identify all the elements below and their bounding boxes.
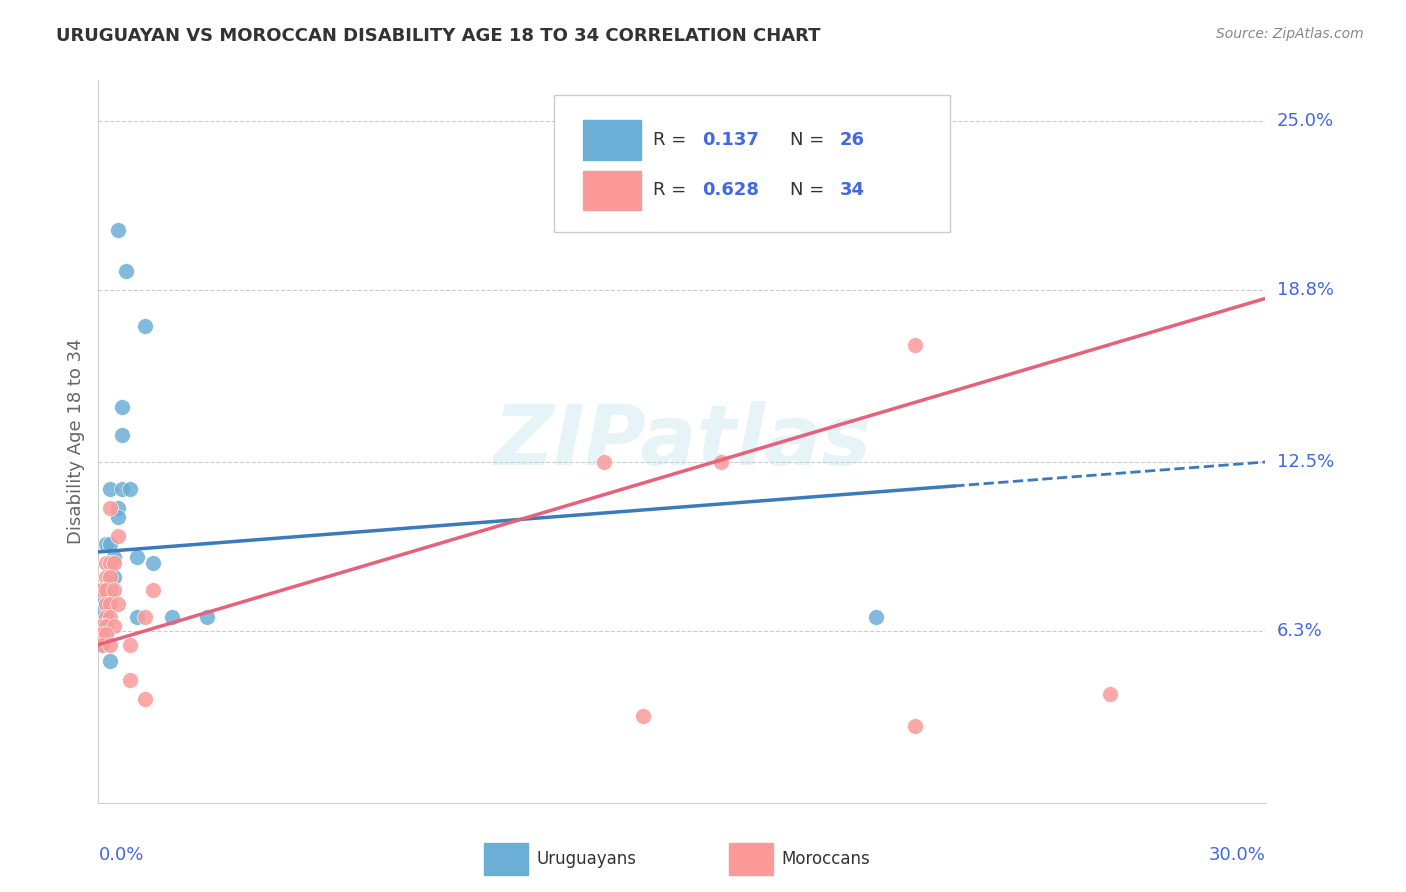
Text: ZIPatlas: ZIPatlas — [494, 401, 870, 482]
Point — [195, 610, 218, 624]
Point — [96, 569, 118, 583]
Point — [107, 501, 129, 516]
Point — [96, 610, 118, 624]
Point — [103, 556, 125, 570]
Point — [98, 583, 121, 598]
Point — [98, 537, 121, 551]
Point — [142, 556, 165, 570]
Text: 6.3%: 6.3% — [1277, 622, 1322, 640]
Point — [91, 583, 114, 598]
Point — [96, 537, 118, 551]
Point — [111, 401, 134, 415]
Point — [111, 427, 134, 442]
Point — [96, 583, 118, 598]
Point — [118, 638, 141, 652]
Point — [91, 626, 114, 640]
Point — [103, 618, 125, 632]
Text: N =: N = — [790, 130, 831, 149]
Text: 34: 34 — [839, 181, 865, 199]
Text: Moroccans: Moroccans — [782, 850, 870, 868]
Text: Uruguayans: Uruguayans — [536, 850, 636, 868]
Text: 0.137: 0.137 — [702, 130, 759, 149]
Point — [96, 556, 118, 570]
Point — [142, 583, 165, 598]
Point — [134, 610, 156, 624]
Point — [98, 482, 121, 496]
Point — [98, 597, 121, 611]
Point — [91, 597, 114, 611]
Point — [103, 569, 125, 583]
Point — [103, 550, 125, 565]
Text: 18.8%: 18.8% — [1277, 281, 1333, 299]
Point — [91, 610, 114, 624]
Text: N =: N = — [790, 181, 831, 199]
Point — [127, 550, 149, 565]
Point — [98, 556, 121, 570]
Point — [98, 638, 121, 652]
Point — [98, 610, 121, 624]
Point — [96, 597, 118, 611]
Text: 30.0%: 30.0% — [1209, 847, 1265, 864]
Point — [98, 569, 121, 583]
Point — [96, 610, 118, 624]
Y-axis label: Disability Age 18 to 34: Disability Age 18 to 34 — [66, 339, 84, 544]
FancyBboxPatch shape — [582, 170, 641, 211]
Point — [98, 569, 121, 583]
Point — [710, 455, 733, 469]
Point — [91, 638, 114, 652]
Point — [107, 597, 129, 611]
Point — [111, 482, 134, 496]
FancyBboxPatch shape — [582, 120, 641, 160]
Point — [631, 708, 654, 723]
Text: URUGUAYAN VS MOROCCAN DISABILITY AGE 18 TO 34 CORRELATION CHART: URUGUAYAN VS MOROCCAN DISABILITY AGE 18 … — [56, 27, 821, 45]
Point — [904, 719, 927, 733]
Text: 0.628: 0.628 — [702, 181, 759, 199]
Point — [593, 455, 616, 469]
Text: 25.0%: 25.0% — [1277, 112, 1334, 130]
Point — [162, 610, 184, 624]
Point — [96, 597, 118, 611]
Point — [96, 583, 118, 598]
Text: 12.5%: 12.5% — [1277, 453, 1334, 471]
Point — [103, 583, 125, 598]
Point — [107, 528, 129, 542]
Point — [107, 223, 129, 237]
Point — [107, 509, 129, 524]
Point — [865, 610, 887, 624]
Point — [114, 264, 136, 278]
Point — [98, 654, 121, 668]
Point — [1098, 687, 1121, 701]
Point — [134, 692, 156, 706]
Text: Source: ZipAtlas.com: Source: ZipAtlas.com — [1216, 27, 1364, 41]
Point — [96, 626, 118, 640]
Text: R =: R = — [652, 130, 692, 149]
FancyBboxPatch shape — [728, 843, 773, 875]
Point — [127, 610, 149, 624]
Point — [96, 618, 118, 632]
Point — [118, 482, 141, 496]
FancyBboxPatch shape — [554, 95, 950, 232]
Point — [904, 337, 927, 351]
Point — [98, 501, 121, 516]
Point — [91, 638, 114, 652]
Text: R =: R = — [652, 181, 692, 199]
Point — [91, 618, 114, 632]
Point — [134, 318, 156, 333]
Text: 26: 26 — [839, 130, 865, 149]
Text: 0.0%: 0.0% — [98, 847, 143, 864]
FancyBboxPatch shape — [484, 843, 527, 875]
Point — [91, 583, 114, 598]
Point — [118, 673, 141, 687]
